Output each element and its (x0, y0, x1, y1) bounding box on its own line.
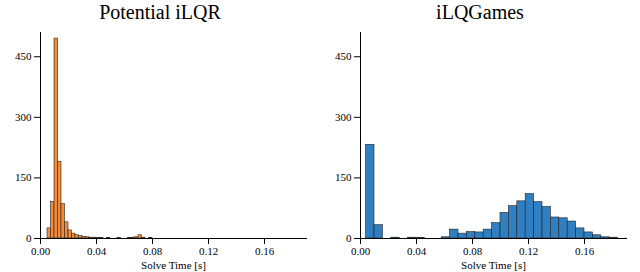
svg-text:300: 300 (335, 111, 352, 123)
svg-text:0.04: 0.04 (87, 245, 107, 257)
svg-text:0.12: 0.12 (519, 245, 538, 257)
svg-text:Solve Time [s]: Solve Time [s] (141, 259, 206, 271)
svg-text:450: 450 (335, 50, 352, 62)
svg-text:0.08: 0.08 (143, 245, 163, 257)
svg-text:0.04: 0.04 (407, 245, 427, 257)
svg-text:0: 0 (346, 232, 352, 244)
svg-text:0: 0 (26, 232, 32, 244)
svg-text:150: 150 (15, 171, 32, 183)
html-text:iLQGames: iLQGames (436, 1, 524, 23)
svg-text:Solve Time [s]: Solve Time [s] (461, 259, 526, 271)
svg-text:0.00: 0.00 (31, 245, 51, 257)
svg-text:0.16: 0.16 (575, 245, 595, 257)
svg-text:0.12: 0.12 (199, 245, 218, 257)
svg-text:0.08: 0.08 (463, 245, 483, 257)
svg-text:0.00: 0.00 (351, 245, 371, 257)
svg-text:150: 150 (335, 171, 352, 183)
html-text:Potential iLQR: Potential iLQR (99, 1, 221, 23)
svg-text:300: 300 (15, 111, 32, 123)
svg-text:450: 450 (15, 50, 32, 62)
svg-text:0.16: 0.16 (255, 245, 275, 257)
